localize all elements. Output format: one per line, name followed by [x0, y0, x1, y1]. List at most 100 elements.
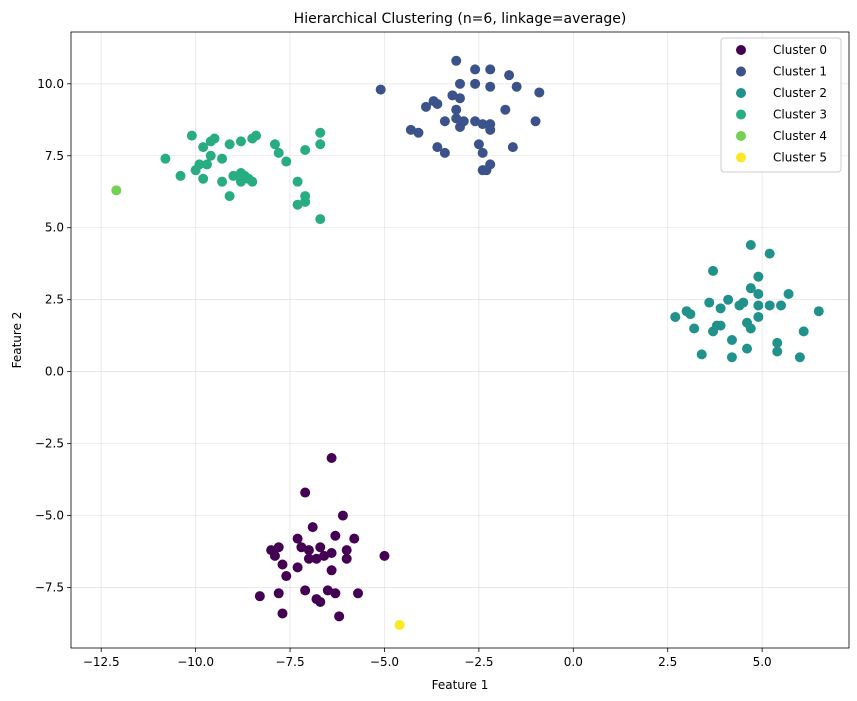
data-point: [500, 104, 511, 115]
data-point: [205, 150, 216, 161]
plot-frame: [70, 31, 850, 649]
data-point: [470, 78, 481, 89]
data-point: [201, 159, 212, 170]
data-point: [292, 533, 303, 544]
data-point: [745, 323, 756, 334]
legend-marker: [736, 152, 746, 163]
data-point: [394, 619, 405, 630]
data-point: [670, 311, 681, 322]
y-tick-label: −7.5: [35, 581, 64, 595]
data-point: [439, 116, 450, 127]
x-tick-label: −7.5: [275, 655, 304, 669]
data-point: [481, 165, 492, 176]
data-point: [269, 550, 280, 561]
data-point: [273, 588, 284, 599]
data-point: [273, 542, 284, 553]
data-point: [685, 309, 696, 320]
plot-background: [71, 32, 849, 648]
data-point: [530, 116, 541, 127]
x-tick-label: −12.5: [83, 655, 120, 669]
data-point: [254, 591, 265, 602]
data-point: [307, 522, 318, 533]
legend-label: Cluster 2: [773, 86, 827, 100]
data-point: [315, 139, 326, 150]
data-point: [776, 300, 787, 311]
data-point: [334, 611, 345, 622]
data-point: [753, 271, 764, 282]
data-point: [485, 81, 496, 92]
data-point: [277, 559, 288, 570]
data-point: [783, 288, 794, 299]
data-point: [319, 550, 330, 561]
legend-marker: [736, 88, 746, 98]
series-cluster-5: [394, 619, 405, 630]
data-point: [247, 133, 258, 144]
data-point: [326, 565, 337, 576]
data-point: [772, 346, 783, 357]
data-point: [198, 173, 209, 184]
data-point: [217, 153, 228, 164]
y-tick-label: 10.0: [37, 77, 64, 91]
legend-label: Cluster 1: [773, 65, 827, 79]
data-point: [772, 337, 783, 348]
data-point: [485, 124, 496, 135]
series-cluster-4: [111, 185, 122, 196]
data-point: [337, 510, 348, 521]
legend-label: Cluster 4: [773, 129, 827, 143]
data-point: [447, 90, 458, 101]
data-point: [421, 101, 432, 112]
x-tick-label: 2.5: [658, 655, 677, 669]
data-point: [470, 64, 481, 75]
data-point: [753, 288, 764, 299]
data-point: [300, 585, 311, 596]
x-tick-label: −2.5: [464, 655, 493, 669]
data-point: [315, 542, 326, 553]
data-point: [330, 588, 341, 599]
data-point: [708, 326, 719, 337]
y-tick-label: −5.0: [35, 509, 64, 523]
data-points: [111, 55, 824, 630]
data-point: [753, 311, 764, 322]
data-point: [798, 326, 809, 337]
data-point: [745, 283, 756, 294]
legend-label: Cluster 3: [773, 108, 827, 122]
data-point: [235, 136, 246, 147]
data-point: [507, 142, 518, 153]
data-point: [198, 142, 209, 153]
data-point: [742, 343, 753, 354]
data-point: [813, 306, 824, 317]
data-point: [341, 553, 352, 564]
data-point: [704, 297, 715, 308]
data-point: [224, 191, 235, 202]
data-point: [485, 64, 496, 75]
data-point: [111, 185, 122, 196]
data-point: [247, 176, 258, 187]
data-point: [451, 113, 462, 124]
data-point: [300, 196, 311, 207]
data-point: [326, 548, 337, 559]
data-point: [753, 300, 764, 311]
series-cluster-1: [375, 55, 545, 176]
data-point: [764, 248, 775, 259]
data-point: [405, 124, 416, 135]
data-point: [292, 199, 303, 210]
data-point: [160, 153, 171, 164]
data-point: [300, 487, 311, 498]
data-point: [224, 139, 235, 150]
data-point: [303, 553, 314, 564]
legend-label: Cluster 0: [773, 43, 827, 57]
data-point: [315, 214, 326, 225]
chart-title: Hierarchical Clustering (n=6, linkage=av…: [294, 11, 627, 27]
y-tick-label: 2.5: [45, 293, 64, 307]
data-point: [330, 530, 341, 541]
series-cluster-0: [254, 453, 390, 622]
legend: Cluster 0 Cluster 1 Cluster 2 Cluster 3 Clus…: [720, 37, 842, 173]
data-point: [175, 170, 186, 181]
data-point: [455, 78, 465, 89]
data-point: [217, 176, 228, 187]
data-point: [315, 596, 326, 607]
data-point: [723, 294, 734, 305]
data-point: [322, 585, 333, 596]
data-point: [455, 93, 465, 104]
data-point: [715, 320, 726, 331]
